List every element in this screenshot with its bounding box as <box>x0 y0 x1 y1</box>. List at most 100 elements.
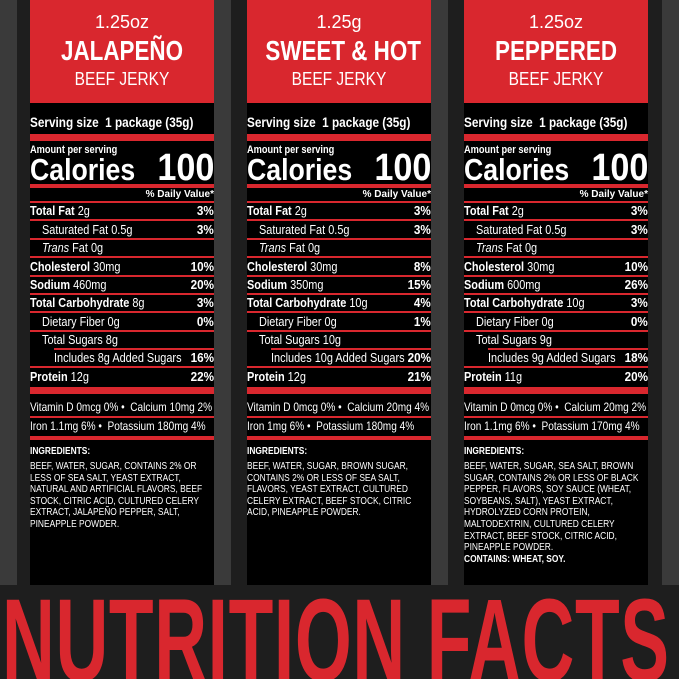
calories-value: 100 <box>590 147 648 189</box>
divider <box>247 201 431 203</box>
product-header: 1.25oz PEPPERED BEEF JERKY <box>464 0 648 103</box>
potassium-value: 170mg 4% <box>591 419 640 433</box>
total-carbohydrate-row: Total Carbohydrate 8g 3% <box>30 295 214 310</box>
vitamin-row-2: Iron 1mg 6% • Potassium 180mg 4% <box>247 419 415 433</box>
divider <box>464 219 648 221</box>
total-sugars-row: Total Sugars 10g <box>259 332 341 347</box>
trans-fat-row: Trans Fat 0g <box>42 240 104 255</box>
divider <box>30 311 214 313</box>
serving-size-row: Serving size 1 package (35g) <box>30 114 214 130</box>
added-sugars-dv: 20% <box>407 350 431 365</box>
package-weight: 1.25oz <box>94 12 150 32</box>
divider <box>464 275 648 277</box>
product-subtitle: BEEF JERKY <box>291 69 387 89</box>
total-carbohydrate-row: Total Carbohydrate 10g 3% <box>464 295 648 310</box>
divider <box>464 201 648 203</box>
saturated-fat-dv: 3% <box>631 222 648 237</box>
column-separator <box>214 0 231 585</box>
sodium-row: Sodium 600mg 26% <box>464 277 648 292</box>
daily-value-header: % Daily Value* <box>145 189 214 200</box>
protein-dv: 22% <box>190 369 214 384</box>
added-sugars-row: Includes 8g Added Sugars 16% <box>54 350 214 365</box>
sodium-dv: 26% <box>624 277 648 292</box>
cholesterol-row: Cholesterol 30mg 8% <box>247 259 431 274</box>
divider <box>271 348 431 350</box>
product-subtitle: BEEF JERKY <box>508 69 604 89</box>
ingredients-list: BEEF, WATER, SUGAR, BROWN SUGAR, CONTAIN… <box>247 461 412 519</box>
ingredients-title: INGREDIENTS: <box>30 446 91 457</box>
ingredients-title: INGREDIENTS: <box>464 446 525 457</box>
saturated-fat-dv: 3% <box>414 222 431 237</box>
ingredients-text: BEEF, WATER, SUGAR, BROWN SUGAR, CONTAIN… <box>247 461 428 519</box>
divider <box>30 416 214 418</box>
vitamin-row-1: Vitamin D 0mcg 0% • Calcium 20mg 2% <box>464 400 647 414</box>
medium-divider <box>464 436 648 440</box>
calories-label: Calories <box>464 152 570 187</box>
total-fat-row: Total Fat 2g 3% <box>247 203 431 218</box>
vitamin-row-2: Iron 1.1mg 6% • Potassium 170mg 4% <box>464 419 640 433</box>
ingredients-title: INGREDIENTS: <box>247 446 308 457</box>
protein-dv: 21% <box>407 369 431 384</box>
divider <box>247 219 431 221</box>
calories-value: 100 <box>373 147 431 189</box>
footer-title: NUTRITION FACTS <box>2 585 670 679</box>
column-separator <box>0 0 17 585</box>
column-separator <box>431 0 448 585</box>
potassium-value: 180mg 4% <box>157 419 206 433</box>
package-weight: 1.25oz <box>528 12 584 32</box>
sodium-dv: 20% <box>190 277 214 292</box>
medium-divider <box>30 184 214 188</box>
saturated-fat-dv: 3% <box>197 222 214 237</box>
calcium-value: 20mg 4% <box>386 400 430 414</box>
divider <box>247 311 431 313</box>
calories-value: 100 <box>156 147 214 189</box>
total-fat-row: Total Fat 2g 3% <box>464 203 648 218</box>
added-sugars-dv: 16% <box>190 350 214 365</box>
vitamin-d-value: 0mcg 0% <box>510 400 553 414</box>
divider <box>30 238 214 240</box>
total-fat-row: Total Fat 2g 3% <box>30 203 214 218</box>
vitamin-row-2: Iron 1.1mg 6% • Potassium 180mg 4% <box>30 419 206 433</box>
thick-divider <box>30 387 214 394</box>
divider <box>30 366 214 368</box>
total-carbohydrate-dv: 4% <box>414 295 431 310</box>
divider <box>464 330 648 332</box>
footer-banner: NUTRITION FACTS <box>0 585 679 679</box>
daily-value-header: % Daily Value* <box>362 189 431 200</box>
divider <box>247 256 431 258</box>
allergen-statement: CONTAINS: WHEAT, SOY. <box>464 553 566 565</box>
dietary-fiber-dv: 0% <box>197 314 214 329</box>
trans-fat-row: Trans Fat 0g <box>259 240 321 255</box>
column-separator <box>662 0 679 585</box>
sodium-dv: 15% <box>407 277 431 292</box>
divider <box>464 311 648 313</box>
divider <box>30 293 214 295</box>
flavor-name: SWEET & HOT <box>265 35 421 66</box>
dietary-fiber-row: Dietary Fiber 0g 0% <box>42 314 214 329</box>
thick-divider <box>30 134 214 141</box>
thick-divider <box>247 387 431 394</box>
serving-size-value: 1 package (35g) <box>322 114 411 130</box>
flavor-name: JALAPEÑO <box>61 35 183 66</box>
divider <box>247 416 431 418</box>
ingredients-text: BEEF, WATER, SUGAR, CONTAINS 2% OR LESS … <box>30 461 211 531</box>
package-weight: 1.25g <box>316 12 362 32</box>
sodium-row: Sodium 460mg 20% <box>30 277 214 292</box>
trans-fat-row: Trans Fat 0g <box>476 240 538 255</box>
total-carbohydrate-dv: 3% <box>197 295 214 310</box>
divider <box>464 293 648 295</box>
iron-value: 1.1mg 6% <box>484 419 530 433</box>
serving-size-value: 1 package (35g) <box>539 114 628 130</box>
total-fat-dv: 3% <box>197 203 214 218</box>
serving-size-row: Serving size 1 package (35g) <box>464 114 648 130</box>
dietary-fiber-row: Dietary Fiber 0g 1% <box>259 314 431 329</box>
added-sugars-row: Includes 9g Added Sugars 18% <box>488 350 648 365</box>
divider <box>30 219 214 221</box>
amount-per-serving: Amount per serving <box>247 144 335 156</box>
divider <box>247 275 431 277</box>
dietary-fiber-dv: 0% <box>631 314 648 329</box>
saturated-fat-row: Saturated Fat 0.5g 3% <box>476 222 648 237</box>
serving-size-row: Serving size 1 package (35g) <box>247 114 431 130</box>
daily-value-header: % Daily Value* <box>579 189 648 200</box>
thick-divider <box>464 134 648 141</box>
